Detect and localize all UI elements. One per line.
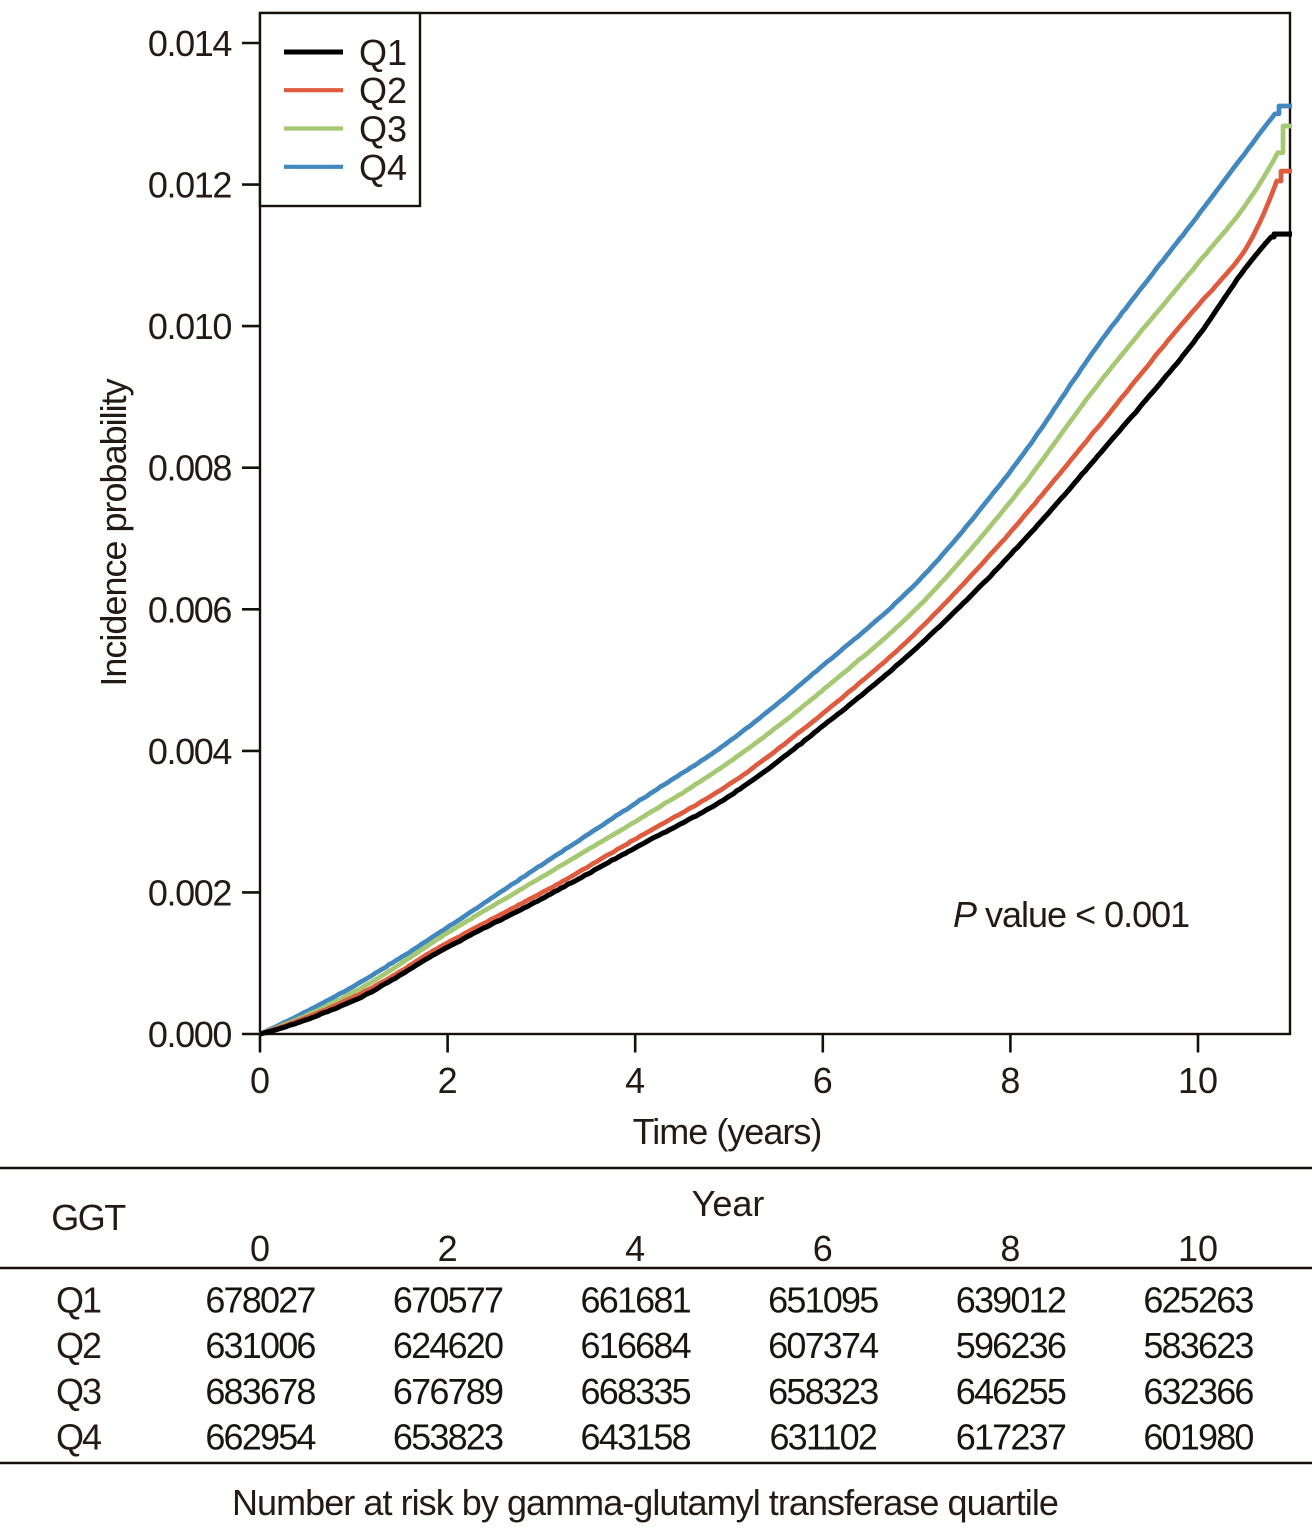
svg-text:Q3: Q3 <box>56 1371 101 1412</box>
svg-text:Incidence probability: Incidence probability <box>93 378 134 686</box>
svg-text:P value < 0.001: P value < 0.001 <box>953 894 1189 935</box>
svg-text:4: 4 <box>625 1060 645 1101</box>
svg-text:Q2: Q2 <box>359 70 407 111</box>
svg-text:631102: 631102 <box>769 1417 876 1458</box>
svg-text:0.004: 0.004 <box>148 731 231 772</box>
svg-text:GGT: GGT <box>51 1197 126 1238</box>
svg-text:643158: 643158 <box>581 1417 691 1458</box>
svg-text:Q4: Q4 <box>359 147 407 188</box>
svg-text:10: 10 <box>1178 1060 1218 1101</box>
svg-text:2: 2 <box>438 1228 458 1269</box>
svg-text:678027: 678027 <box>205 1280 315 1321</box>
svg-text:658323: 658323 <box>768 1371 878 1412</box>
svg-text:Time (years): Time (years) <box>633 1111 822 1152</box>
svg-text:8: 8 <box>1000 1060 1020 1101</box>
svg-text:4: 4 <box>625 1228 645 1269</box>
svg-text:616684: 616684 <box>581 1325 691 1366</box>
svg-text:10: 10 <box>1178 1228 1218 1269</box>
svg-text:Q3: Q3 <box>359 109 407 150</box>
svg-text:607374: 607374 <box>768 1325 878 1366</box>
svg-text:Q1: Q1 <box>56 1280 101 1321</box>
svg-text:631006: 631006 <box>205 1325 315 1366</box>
svg-text:662954: 662954 <box>205 1417 315 1458</box>
svg-text:639012: 639012 <box>956 1280 1066 1321</box>
svg-text:0: 0 <box>250 1060 270 1101</box>
svg-text:625263: 625263 <box>1143 1280 1253 1321</box>
svg-text:Q4: Q4 <box>56 1417 101 1458</box>
svg-text:668335: 668335 <box>581 1371 691 1412</box>
svg-text:651095: 651095 <box>768 1280 878 1321</box>
svg-text:601980: 601980 <box>1143 1417 1253 1458</box>
svg-text:Number at risk by gamma-glutam: Number at risk by gamma-glutamyl transfe… <box>232 1482 1058 1523</box>
svg-text:646255: 646255 <box>956 1371 1066 1412</box>
svg-text:2: 2 <box>438 1060 458 1101</box>
svg-text:676789: 676789 <box>393 1371 503 1412</box>
svg-text:8: 8 <box>1000 1228 1020 1269</box>
svg-text:624620: 624620 <box>393 1325 503 1366</box>
svg-text:6: 6 <box>813 1228 833 1269</box>
svg-text:670577: 670577 <box>393 1280 503 1321</box>
svg-text:632366: 632366 <box>1143 1371 1253 1412</box>
svg-text:0.014: 0.014 <box>148 23 231 64</box>
svg-text:0.006: 0.006 <box>148 589 231 630</box>
svg-text:596236: 596236 <box>956 1325 1066 1366</box>
svg-text:0: 0 <box>250 1228 270 1269</box>
svg-text:0.008: 0.008 <box>148 448 231 489</box>
svg-text:683678: 683678 <box>205 1371 315 1412</box>
svg-text:Q2: Q2 <box>56 1325 101 1366</box>
svg-text:617237: 617237 <box>956 1417 1066 1458</box>
svg-text:0.012: 0.012 <box>148 165 231 206</box>
svg-text:653823: 653823 <box>393 1417 503 1458</box>
svg-text:Year: Year <box>692 1183 765 1224</box>
svg-text:6: 6 <box>813 1060 833 1101</box>
svg-text:0.000: 0.000 <box>148 1014 231 1055</box>
svg-text:583623: 583623 <box>1143 1325 1253 1366</box>
svg-text:661681: 661681 <box>581 1280 691 1321</box>
svg-text:0.002: 0.002 <box>148 872 231 913</box>
svg-text:0.010: 0.010 <box>148 306 231 347</box>
svg-text:Q1: Q1 <box>359 32 407 73</box>
